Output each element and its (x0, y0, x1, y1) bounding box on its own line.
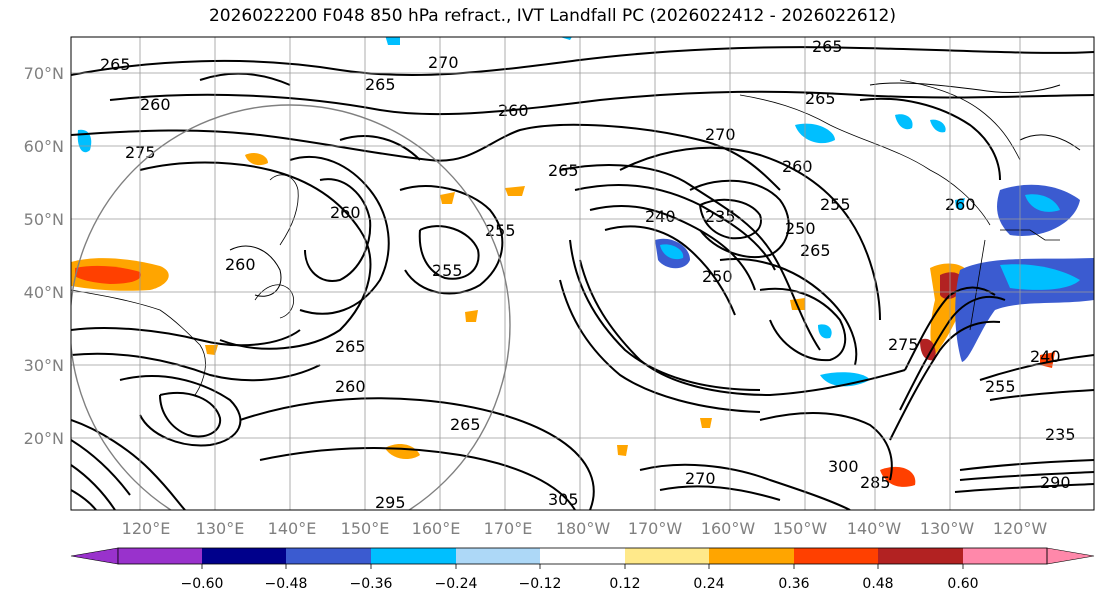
lat-label: 60°N (24, 137, 64, 156)
contour-label: 275 (888, 335, 919, 354)
colorbar-tick-marks (201, 564, 964, 569)
contour-label: 260 (330, 203, 361, 222)
colorbar-tick-label: 0.36 (778, 576, 809, 592)
lat-label: 70°N (24, 64, 64, 83)
contour-label: 305 (548, 490, 579, 509)
colorbar-bin (456, 548, 540, 564)
colorbar-tick-label: 0.12 (609, 576, 640, 592)
contour-label: 295 (375, 493, 406, 512)
lon-label: 140°E (268, 519, 317, 538)
contour-label: 235 (705, 207, 736, 226)
colorbar-bin (118, 548, 202, 564)
map-content: 265 270 265 260 265 260 270 275 265 260 … (71, 37, 1094, 512)
contour-label: 265 (805, 89, 836, 108)
refractivity-contours (71, 46, 1094, 510)
contour-label: 265 (335, 337, 366, 356)
lon-label: 150°E (341, 519, 390, 538)
contour-label: 265 (812, 37, 843, 56)
colorbar-bin (794, 548, 878, 564)
colorbar-bin (371, 548, 456, 564)
contour-label: 255 (485, 221, 516, 240)
colorbar-bin (709, 548, 794, 564)
contour-label: 260 (335, 377, 366, 396)
map-title: 2026022200 F048 850 hPa refract., IVT La… (208, 6, 896, 26)
contour-label: 250 (785, 219, 816, 238)
colorbar-tick-label: −0.60 (181, 576, 224, 592)
contour-label: 270 (685, 469, 716, 488)
contour-label: 260 (225, 255, 256, 274)
lon-label: 120°E (122, 519, 171, 538)
contour-label: 260 (140, 95, 171, 114)
contour-label: 250 (702, 267, 733, 286)
colorbar-extend-high (1046, 547, 1095, 565)
contour-value-labels: 265 270 265 260 265 260 270 275 265 260 … (100, 37, 1076, 512)
lat-label: 20°N (24, 429, 64, 448)
contour-label: 260 (498, 101, 529, 120)
contour-label: 265 (548, 161, 579, 180)
lon-label: 130°E (196, 519, 245, 538)
contour-label: 300 (828, 457, 859, 476)
contour-label: 265 (450, 415, 481, 434)
contour-label: 265 (100, 55, 131, 74)
lon-label: 180°W (556, 519, 611, 538)
contour-label: 290 (1040, 473, 1071, 492)
contour-label: 265 (800, 241, 831, 260)
colorbar-tick-label: −0.48 (265, 576, 308, 592)
contour-label: 270 (705, 125, 736, 144)
lat-lon-grid (71, 37, 1094, 510)
lon-label: 170°W (628, 519, 683, 538)
map-background (71, 37, 1094, 510)
contour-label: 260 (945, 195, 976, 214)
lon-label: 160°E (412, 519, 461, 538)
contour-label: 240 (1030, 347, 1061, 366)
lat-label: 30°N (24, 356, 64, 375)
lon-label: 130°W (920, 519, 975, 538)
colorbar-bin (286, 548, 371, 564)
colorbar-tick-label: 0.24 (693, 576, 724, 592)
lat-label: 50°N (24, 210, 64, 229)
contour-label: 255 (820, 195, 851, 214)
contour-label: 260 (782, 157, 813, 176)
map-frame (70, 36, 1095, 511)
colorbar-bin (540, 548, 625, 564)
colorbar-tick-label: 0.48 (862, 576, 893, 592)
colorbar-bin (625, 548, 709, 564)
contour-label: 255 (432, 261, 463, 280)
colorbar-bin (963, 548, 1047, 564)
colorbar-tick-label: −0.36 (350, 576, 393, 592)
contour-label: 270 (428, 53, 459, 72)
coastlines (71, 79, 1060, 396)
contour-label: 255 (985, 377, 1016, 396)
lon-label: 120°W (993, 519, 1048, 538)
colorbar-tick-label: −0.24 (435, 576, 478, 592)
colorbar-bin (202, 548, 286, 564)
latitude-labels: 70°N 60°N 50°N 40°N 30°N 20°N (24, 64, 64, 448)
colorbar-tick-label: 0.60 (947, 576, 978, 592)
reference-circle (71, 104, 511, 510)
lat-label: 40°N (24, 283, 64, 302)
contour-label: 235 (1045, 425, 1076, 444)
colorbar-tick-label: −0.12 (519, 576, 562, 592)
colorbar-outline (117, 547, 1048, 565)
lon-label: 160°W (701, 519, 756, 538)
contour-label: 265 (365, 75, 396, 94)
colorbar: −0.60 −0.48 −0.36 −0.24 −0.12 0.12 0.24 … (70, 547, 1095, 592)
colorbar-extend-low (70, 547, 119, 565)
colorbar-bin (878, 548, 963, 564)
contour-label: 240 (645, 207, 676, 226)
lon-label: 150°W (773, 519, 828, 538)
lon-label: 170°E (484, 519, 533, 538)
longitude-labels: 120°E 130°E 140°E 150°E 160°E 170°E 180°… (122, 519, 1048, 538)
lon-label: 140°W (847, 519, 902, 538)
